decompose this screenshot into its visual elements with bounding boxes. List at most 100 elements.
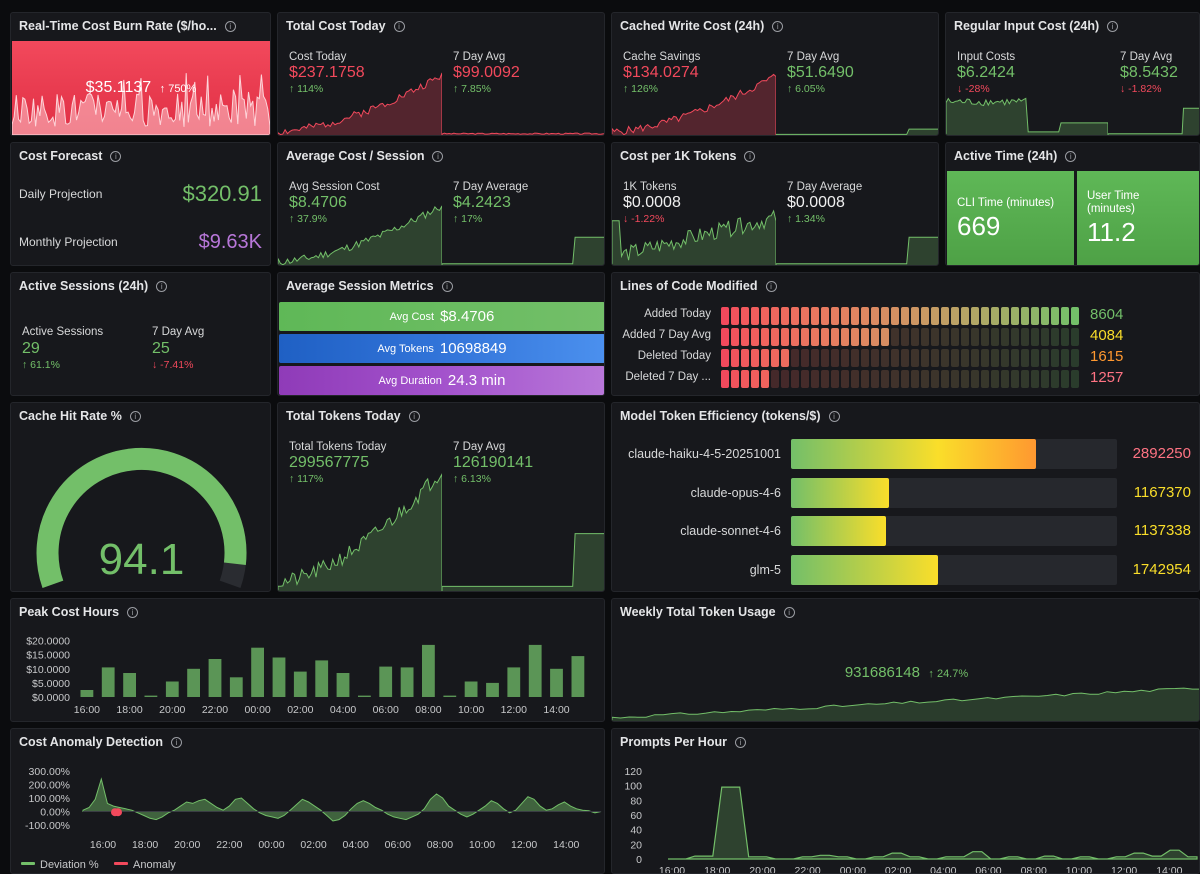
info-icon[interactable]: i: [110, 151, 122, 162]
prompts-per-hour-panel[interactable]: Prompts Per Hour i 120 100 80 60 40 20 0 16:00 18…: [611, 728, 1200, 874]
loc-gauge-cell: [861, 328, 869, 346]
loc-gauge-cell: [751, 349, 759, 367]
info-icon[interactable]: i: [765, 281, 777, 292]
info-icon[interactable]: i: [744, 151, 756, 162]
info-icon[interactable]: i: [129, 411, 141, 422]
x-tick-label: 20:00: [159, 704, 185, 716]
loc-gauge-cell: [911, 328, 919, 346]
tokens-7day-sparkline: [442, 533, 604, 591]
avg-cost-session-panel[interactable]: Average Cost / Session i Avg Session Cost…: [277, 142, 605, 266]
sessions-7day-delta: ↓ -7.41%: [152, 359, 194, 371]
weekly-tokens-value: 931686148: [844, 664, 920, 681]
panel-title: Cost Forecast: [19, 149, 103, 163]
loc-gauge-cell: [721, 328, 729, 346]
info-icon[interactable]: i: [734, 737, 746, 748]
session-7day-value: $4.2423: [453, 194, 511, 211]
loc-gauge-cell: [891, 349, 899, 367]
loc-row-gauge: [721, 370, 1081, 388]
loc-panel[interactable]: Lines of Code Modified i Added Today 8604 A…: [611, 272, 1200, 396]
total-tokens-panel[interactable]: Total Tokens Today i Total Tokens Today 2…: [277, 402, 605, 592]
info-icon[interactable]: i: [171, 737, 183, 748]
session-cost-label: Avg Session Cost: [289, 181, 380, 193]
cached-write-panel[interactable]: Cached Write Cost (24h) i Cache Savings $…: [611, 12, 939, 136]
loc-gauge-cell: [801, 328, 809, 346]
legend-label: Anomaly: [133, 859, 176, 871]
cache-hit-panel[interactable]: Cache Hit Rate % i 94.1: [10, 402, 271, 592]
loc-gauge-cell: [921, 370, 929, 388]
loc-gauge-cell: [721, 307, 729, 325]
y-tick-label: $0.0000: [32, 692, 70, 704]
x-tick-label: 18:00: [704, 865, 730, 874]
cost-anomaly-panel[interactable]: Cost Anomaly Detection i 300.00% 200.00% 10…: [10, 728, 605, 874]
cost-forecast-panel[interactable]: Cost Forecast i Daily Projection $320.91 …: [10, 142, 271, 266]
1k-7day-delta: ↑ 1.34%: [787, 213, 825, 225]
loc-gauge-cell: [851, 370, 859, 388]
x-tick-label: 20:00: [174, 839, 200, 851]
burn-rate-stat-bg: $35.1137 ↑ 750%: [12, 41, 270, 135]
info-icon[interactable]: i: [393, 21, 405, 32]
cost-bar: [464, 681, 478, 697]
loc-gauge-cell: [991, 307, 999, 325]
tokens-7day-value: 126190141: [453, 454, 534, 471]
cost-per-1k-panel[interactable]: Cost per 1K Tokens i 1K Tokens $0.0008 ↓ …: [611, 142, 939, 266]
info-icon[interactable]: i: [156, 281, 168, 292]
x-tick-label: 10:00: [469, 839, 495, 851]
user-time-tile: User Time (minutes) 11.2: [1077, 171, 1199, 265]
panel-title: Total Tokens Today: [286, 409, 401, 423]
info-icon[interactable]: i: [1107, 21, 1119, 32]
total-cost-panel[interactable]: Total Cost Today i Cost Today $237.1758 ↑…: [277, 12, 605, 136]
active-time-panel[interactable]: Active Time (24h) i CLI Time (minutes) 66…: [945, 142, 1200, 266]
info-icon[interactable]: i: [1065, 151, 1077, 162]
active-sessions-delta: ↑ 61.1%: [22, 359, 60, 371]
active-sessions-panel[interactable]: Active Sessions (24h) i Active Sessions 2…: [10, 272, 271, 396]
loc-gauge-cell: [881, 370, 889, 388]
burn-rate-sparkline: [12, 73, 270, 135]
regular-input-panel[interactable]: Regular Input Cost (24h) i Input Costs $6…: [945, 12, 1200, 136]
model-efficiency-panel[interactable]: Model Token Efficiency (tokens/$) i claud…: [611, 402, 1200, 592]
y-tick-label: $5.0000: [32, 678, 70, 690]
info-icon[interactable]: i: [127, 607, 139, 618]
model-row-fill: [791, 516, 886, 546]
x-tick-label: 10:00: [1066, 865, 1092, 874]
loc-gauge-cell: [991, 349, 999, 367]
info-icon[interactable]: i: [783, 607, 795, 618]
cost-bar: [443, 695, 457, 697]
panel-title: Average Session Metrics: [286, 279, 434, 293]
info-icon[interactable]: i: [441, 281, 453, 292]
loc-gauge-cell: [751, 328, 759, 346]
loc-gauge-cell: [881, 349, 889, 367]
prompts-per-hour-chart: 120 100 80 60 40 20 0 16:00 18:00 20:00 22:00 00:00…: [624, 766, 1198, 874]
legend-deviation[interactable]: Deviation %: [21, 859, 99, 871]
loc-gauge-cell: [971, 328, 979, 346]
loc-gauge-cell: [981, 307, 989, 325]
info-icon[interactable]: i: [408, 411, 420, 422]
loc-gauge-cell: [791, 328, 799, 346]
panel-title: Active Sessions (24h): [19, 279, 149, 293]
daily-projection-label: Daily Projection: [19, 187, 103, 201]
weekly-tokens-panel[interactable]: Weekly Total Token Usage i 931686148 ↑ 24…: [611, 598, 1200, 722]
model-row-label: glm-5: [749, 562, 781, 577]
1k-7day-sparkline: [776, 236, 938, 265]
panel-title: Cached Write Cost (24h): [620, 19, 765, 33]
info-icon[interactable]: i: [432, 151, 444, 162]
loc-gauge-cell: [771, 328, 779, 346]
loc-gauge-cell: [761, 307, 769, 325]
loc-gauge-cell: [751, 370, 759, 388]
peak-cost-panel[interactable]: Peak Cost Hours i $20.0000 $15.0000 $10.000…: [10, 598, 605, 722]
loc-gauge-cell: [931, 370, 939, 388]
burn-rate-panel[interactable]: Real-Time Cost Burn Rate ($/ho... i $35.1…: [10, 12, 271, 136]
loc-gauge-cell: [941, 307, 949, 325]
loc-gauge-cell: [731, 349, 739, 367]
tokens-7day-label: 7 Day Avg: [453, 441, 506, 453]
info-icon[interactable]: i: [772, 21, 784, 32]
session-metrics-panel[interactable]: Average Session Metrics i Avg Cost $8.4706…: [277, 272, 605, 396]
weekly-tokens-delta: ↑ 24.7%: [928, 668, 969, 680]
legend-anomaly[interactable]: Anomaly: [114, 859, 176, 871]
info-icon[interactable]: i: [828, 411, 840, 422]
loc-row-gauge: [721, 349, 1081, 367]
info-icon[interactable]: i: [224, 21, 236, 32]
1k-tokens-value: $0.0008: [623, 194, 681, 211]
cli-time-value: 669: [957, 211, 1001, 241]
loc-gauge-cell: [721, 370, 729, 388]
loc-gauge-cell: [891, 307, 899, 325]
